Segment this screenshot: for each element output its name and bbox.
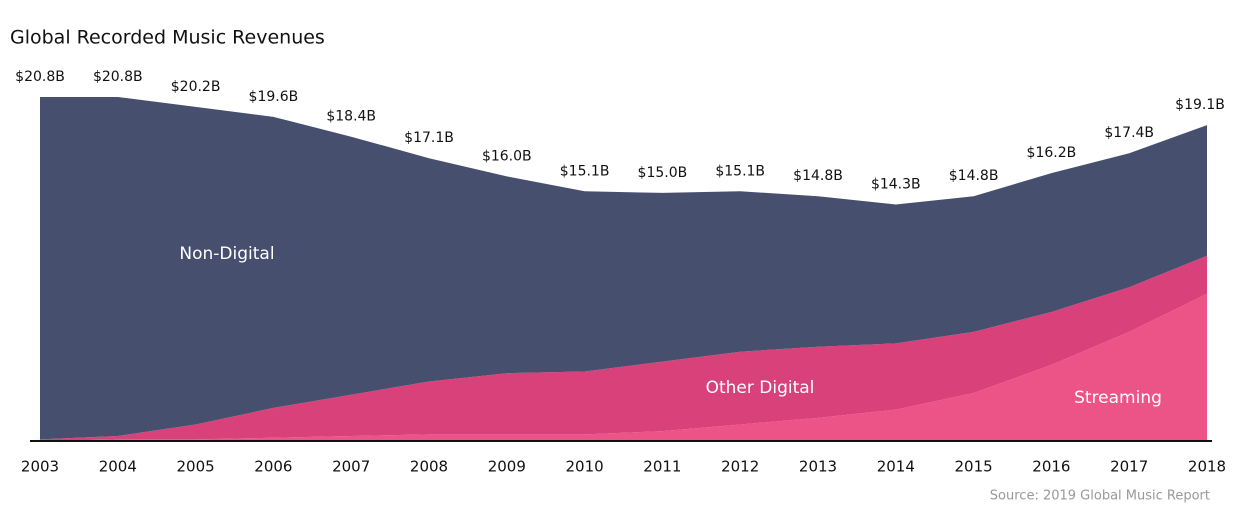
total-label: $14.8B [793, 168, 843, 184]
area [40, 255, 1207, 441]
x-tick-label: 2016 [1032, 458, 1070, 476]
total-label: $18.4B [326, 109, 376, 125]
total-label: $19.1B [1175, 97, 1225, 113]
total-label: $14.8B [949, 168, 999, 184]
x-tick-label: 2008 [410, 458, 448, 476]
x-tick-label: 2011 [643, 458, 681, 476]
total-label: $20.8B [15, 69, 65, 85]
area [40, 97, 1207, 440]
x-tick-label: 2010 [566, 458, 604, 476]
area [40, 293, 1207, 441]
area-label: Other Digital [706, 378, 815, 398]
x-tick-label: 2006 [254, 458, 292, 476]
x-tick-label: 2007 [332, 458, 370, 476]
total-label: $17.1B [404, 130, 454, 146]
chart-title: Global Recorded Music Revenues [10, 27, 325, 49]
total-label: $20.2B [171, 79, 221, 95]
x-tick-label: 2012 [721, 458, 759, 476]
x-tick-label: 2004 [99, 458, 137, 476]
x-tick-label: 2013 [799, 458, 837, 476]
x-tick-label: 2014 [877, 458, 915, 476]
x-tick-label: 2018 [1188, 458, 1226, 476]
x-tick-label: 2009 [488, 458, 526, 476]
x-tick-label: 2017 [1110, 458, 1148, 476]
total-label: $16.2B [1027, 145, 1077, 161]
total-label: $15.1B [715, 163, 765, 179]
x-tick-label: 2003 [21, 458, 59, 476]
total-label: $16.0B [482, 148, 532, 164]
total-label: $17.4B [1104, 125, 1154, 141]
total-label: $15.0B [638, 165, 688, 181]
total-label: $15.1B [560, 163, 610, 179]
x-tick-label: 2005 [177, 458, 215, 476]
area-label: Non-Digital [179, 244, 274, 264]
area-label: Streaming [1074, 388, 1162, 408]
x-tick-label: 2015 [955, 458, 993, 476]
total-label: $20.8B [93, 69, 143, 85]
source: Source: 2019 Global Music Report [990, 489, 1210, 504]
total-label: $14.3B [871, 177, 921, 193]
total-label: $19.6B [249, 89, 299, 105]
